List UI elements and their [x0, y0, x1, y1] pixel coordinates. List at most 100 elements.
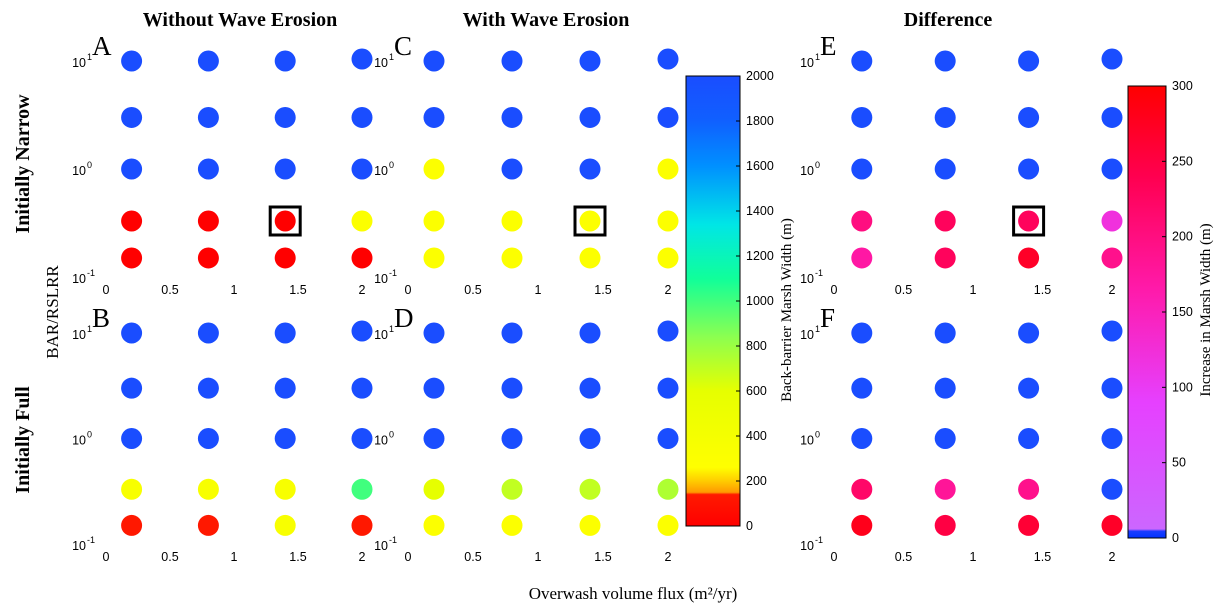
data-point	[423, 106, 445, 128]
data-point	[501, 478, 523, 500]
data-point	[1101, 210, 1123, 232]
main-colorbar-tick-label: 0	[746, 519, 753, 533]
data-point	[657, 158, 679, 180]
data-point	[579, 478, 601, 500]
data-point	[274, 377, 296, 399]
x-tick-label: 1.5	[594, 283, 611, 297]
data-point	[197, 247, 219, 269]
main-colorbar: 0 200 400 600 800 1000 1200 1400 1600 1800 2000	[685, 69, 774, 533]
data-point	[1101, 514, 1123, 536]
data-point	[423, 158, 445, 180]
data-point	[274, 247, 296, 269]
data-point	[934, 106, 956, 128]
y-tick-label: 10	[800, 164, 814, 178]
y-tick-exponent: 1	[815, 324, 820, 334]
data-point	[851, 514, 873, 536]
y-tick-exponent: 1	[87, 324, 92, 334]
y-tick-label: 10	[374, 328, 388, 342]
data-point	[657, 514, 679, 536]
y-tick-exponent: -1	[815, 535, 823, 545]
row-header-initially-full: Initially Full	[12, 386, 34, 494]
data-point	[501, 106, 523, 128]
x-tick-label: 0	[405, 283, 412, 297]
x-tick-label: 0.5	[464, 283, 481, 297]
difference-colorbar-tick-label: 200	[1172, 230, 1193, 244]
y-axis-label: BAR/RSLRR	[43, 265, 62, 359]
data-point	[579, 106, 601, 128]
data-point	[423, 50, 445, 72]
x-tick-label: 2	[665, 550, 672, 564]
data-point	[121, 158, 143, 180]
data-point	[1018, 158, 1040, 180]
y-tick-exponent: -1	[87, 535, 95, 545]
data-point	[121, 322, 143, 344]
data-point	[579, 158, 601, 180]
y-tick-label: 10	[374, 272, 388, 286]
data-point	[274, 50, 296, 72]
data-point	[501, 247, 523, 269]
data-point	[851, 428, 873, 449]
data-point	[851, 377, 873, 399]
y-tick-exponent: 0	[815, 160, 820, 170]
data-point	[851, 158, 873, 180]
data-point	[657, 48, 679, 70]
y-tick-label: 10	[72, 539, 86, 553]
main-colorbar-tick-label: 1200	[746, 249, 774, 263]
data-point	[934, 478, 956, 500]
main-colorbar-tick-label: 1600	[746, 159, 774, 173]
data-point	[423, 377, 445, 399]
x-tick-label: 2	[665, 283, 672, 297]
data-point	[934, 50, 956, 72]
x-tick-label: 1.5	[594, 550, 611, 564]
highlight-box	[1012, 205, 1046, 237]
data-point	[351, 158, 373, 180]
data-point	[351, 210, 373, 232]
data-point	[657, 320, 679, 342]
y-tick-label: 10	[800, 434, 814, 448]
data-point	[423, 322, 445, 344]
data-point	[1018, 106, 1040, 128]
y-tick-label: 10	[72, 434, 86, 448]
y-tick-exponent: -1	[87, 268, 95, 278]
data-point	[197, 210, 219, 232]
data-point	[197, 158, 219, 180]
data-point	[197, 478, 219, 500]
y-tick-exponent: 1	[87, 52, 92, 62]
colorbars: 0200400600800100012001400160018002000050…	[685, 69, 1193, 545]
data-point	[501, 514, 523, 536]
data-point	[851, 210, 873, 232]
data-point	[121, 247, 143, 269]
data-point	[1101, 478, 1123, 500]
row-header-initially-narrow: Initially Narrow	[12, 94, 34, 234]
data-point	[351, 106, 373, 128]
data-point	[274, 158, 296, 180]
data-point	[274, 322, 296, 344]
column-header-with-wave-erosion: With Wave Erosion	[463, 9, 630, 31]
data-point	[121, 50, 143, 72]
x-tick-label: 0	[103, 550, 110, 564]
data-point	[351, 514, 373, 536]
y-tick-label: 10	[800, 272, 814, 286]
column-header-without-wave-erosion: Without Wave Erosion	[143, 9, 338, 31]
x-tick-label: 0.5	[895, 550, 912, 564]
x-tick-label: 1	[535, 283, 542, 297]
main-colorbar-tick-label: 200	[746, 474, 767, 488]
data-point	[501, 210, 523, 232]
data-point	[274, 210, 296, 232]
data-point	[579, 210, 601, 232]
data-point	[657, 210, 679, 232]
difference-colorbar: 0 50 100 150 200 250 300	[1127, 79, 1193, 545]
x-tick-label: 0.5	[895, 283, 912, 297]
x-tick-label: 0.5	[161, 550, 178, 564]
data-point	[851, 478, 873, 500]
panel-label: D	[394, 303, 414, 333]
data-point	[274, 106, 296, 128]
y-tick-label: 10	[800, 328, 814, 342]
data-point	[657, 478, 679, 500]
data-point	[579, 322, 601, 344]
highlight-box	[268, 205, 302, 237]
data-point	[121, 478, 143, 500]
data-point	[197, 50, 219, 72]
